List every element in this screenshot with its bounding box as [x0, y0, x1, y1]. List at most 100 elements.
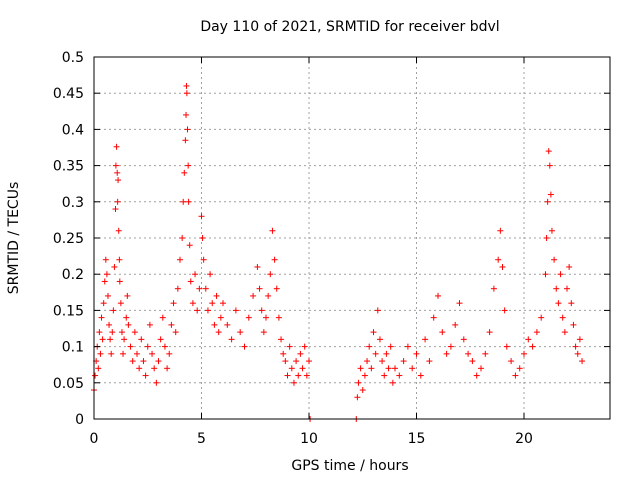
data-point: [177, 256, 183, 263]
data-point: [112, 162, 119, 169]
data-point: [196, 285, 203, 292]
data-point: [364, 358, 371, 365]
data-point: [232, 307, 239, 314]
data-point: [400, 358, 407, 365]
data-point: [273, 285, 280, 292]
x-tick-label: 15: [408, 431, 426, 447]
data-point: [116, 278, 123, 285]
data-point: [422, 336, 429, 343]
data-point: [497, 227, 504, 234]
data-point: [104, 292, 111, 299]
data-point: [182, 137, 189, 144]
data-point: [473, 372, 480, 379]
data-point: [106, 321, 113, 328]
data-point: [372, 350, 379, 357]
data-point: [245, 314, 252, 321]
data-point: [110, 307, 117, 314]
y-tick-label: 0.05: [53, 376, 84, 392]
data-point: [286, 343, 293, 350]
data-point: [108, 350, 115, 357]
data-point: [125, 321, 132, 328]
y-tick-labels: 0 0.05 0.1 0.15 0.2 0.25 0.3 0.35 0.4 0.45 0.5: [53, 50, 84, 428]
data-point: [117, 300, 124, 307]
data-point: [155, 358, 162, 365]
data-point: [379, 358, 386, 365]
y-tick-label: 0.2: [62, 267, 84, 283]
data-point: [134, 350, 140, 357]
data-point: [564, 285, 570, 292]
data-point: [501, 307, 508, 314]
data-point: [533, 329, 540, 336]
x-tick-labels: 0 5 10 15 20: [90, 431, 533, 447]
data-point: [269, 227, 276, 234]
y-tick-label: 0.25: [53, 231, 84, 247]
data-point: [174, 285, 181, 292]
data-point: [164, 365, 171, 372]
data-point: [103, 271, 110, 278]
data-point: [207, 271, 214, 278]
x-tick-label: 0: [90, 431, 99, 447]
data-point: [199, 235, 206, 241]
data-point: [521, 350, 527, 357]
data-point: [568, 300, 575, 307]
data-point: [118, 329, 125, 336]
data-point: [168, 321, 175, 328]
data-point: [267, 271, 274, 278]
data-point: [370, 329, 377, 336]
data-point: [149, 350, 156, 357]
data-point: [170, 300, 177, 307]
data-point: [144, 343, 151, 350]
data-point: [213, 292, 220, 299]
data-point: [293, 358, 300, 365]
y-tick-label: 0.1: [62, 340, 84, 356]
data-point: [490, 285, 497, 292]
data-point: [396, 372, 403, 379]
data-point: [570, 321, 577, 328]
data-point: [215, 329, 222, 336]
data-point: [136, 365, 143, 372]
data-point: [185, 162, 192, 169]
data-point: [153, 379, 160, 386]
data-point: [181, 169, 188, 176]
data-point: [555, 300, 562, 307]
data-point: [112, 206, 119, 213]
data-point: [389, 379, 396, 386]
data-point: [290, 379, 297, 386]
data-point: [280, 350, 287, 357]
data-point: [142, 372, 149, 379]
data-point: [107, 336, 114, 343]
data-point: [543, 235, 550, 241]
data-point: [376, 336, 383, 343]
gridlines: [94, 57, 610, 419]
data-point: [387, 343, 394, 350]
data-point: [452, 321, 459, 328]
data-point: [260, 329, 267, 336]
data-point: [385, 365, 392, 372]
x-tick-label: 20: [515, 431, 533, 447]
data-point: [547, 191, 554, 198]
data-point: [508, 358, 515, 365]
y-axis-label: SRMTID / TECUs: [6, 182, 22, 295]
y-tick-label: 0.35: [53, 159, 84, 175]
data-point: [116, 256, 123, 263]
data-point: [209, 300, 216, 307]
data-point: [557, 271, 564, 278]
data-point: [241, 343, 248, 350]
y-tick-label: 0: [75, 412, 84, 428]
x-axis-label: GPS time / hours: [291, 458, 408, 474]
data-point: [109, 329, 116, 336]
data-point: [250, 292, 257, 299]
data-point: [237, 329, 244, 336]
data-point: [121, 336, 128, 343]
data-point: [95, 365, 102, 372]
data-point: [439, 329, 446, 336]
data-point: [113, 143, 120, 150]
data-point: [435, 292, 441, 299]
data-point: [100, 300, 107, 307]
data-point: [114, 169, 121, 176]
data-point: [211, 321, 218, 328]
data-point: [525, 336, 532, 343]
data-point: [413, 350, 420, 357]
data-point: [417, 372, 424, 379]
